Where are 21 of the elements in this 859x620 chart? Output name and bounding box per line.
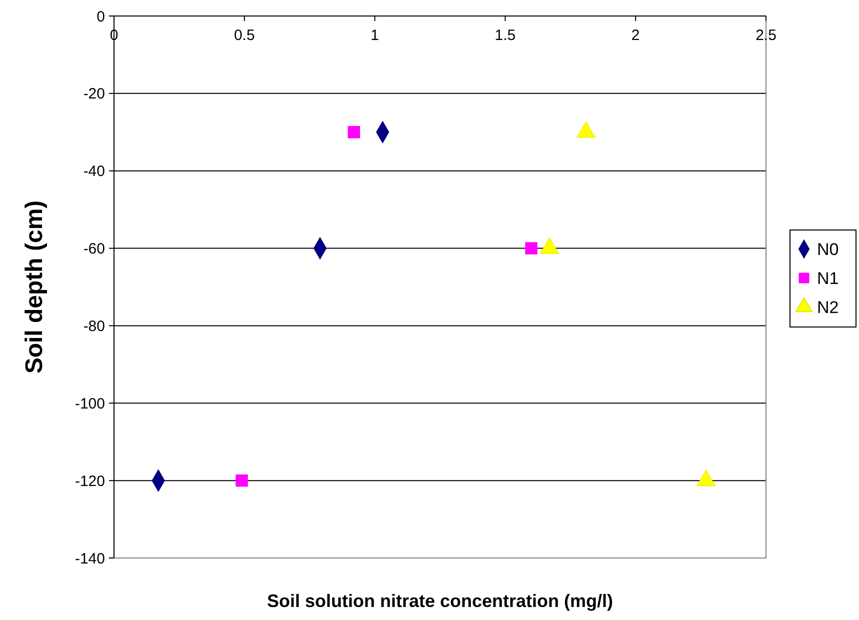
x-tick-label: 2.5 — [756, 27, 776, 44]
y-axis-title: Soil depth (cm) — [21, 200, 48, 374]
y-tick-label: -20 — [83, 86, 105, 103]
y-tick-label: 0 — [96, 8, 105, 26]
y-tick-label: -80 — [83, 318, 105, 335]
x-tick-label: 1 — [370, 27, 379, 44]
y-tick-label: -60 — [83, 240, 105, 258]
y-tick-label: -140 — [74, 550, 105, 568]
x-tick-label: 0.5 — [234, 27, 255, 44]
y-tick-label: -120 — [74, 472, 105, 490]
point — [525, 242, 538, 254]
point — [236, 474, 248, 487]
x-tick-label: 2 — [631, 27, 640, 44]
legend-label: N2 — [817, 298, 839, 317]
x-axis-title: Soil solution nitrate concentration (mg/l) — [266, 591, 614, 611]
x-tick-label: 1.5 — [494, 27, 516, 44]
y-tick-label: -100 — [74, 395, 105, 412]
y-tick-label: -40 — [83, 163, 105, 180]
legend-label: N0 — [817, 240, 839, 259]
point — [348, 126, 360, 138]
legend-label: N1 — [817, 268, 839, 288]
